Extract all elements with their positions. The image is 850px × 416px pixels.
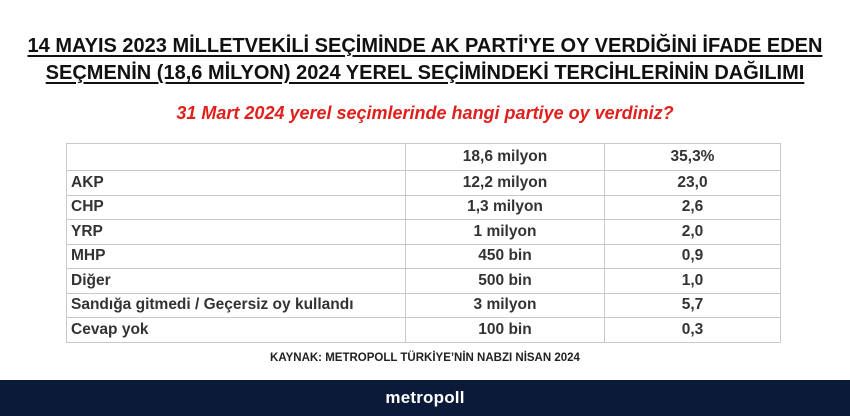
header-cell-voters: 18,6 milyon xyxy=(405,143,605,171)
table-header-row: 18,6 milyon 35,3% xyxy=(66,143,781,171)
chart-title: 14 MAYIS 2023 MİLLETVEKİLİ SEÇİMİNDE AK … xyxy=(0,33,850,87)
table-row: Sandığa gitmedi / Geçersiz oy kullandı 3 … xyxy=(66,292,781,318)
row-percent: 2,6 xyxy=(604,194,781,220)
row-voters: 12,2 milyon xyxy=(405,170,605,196)
row-voters: 450 bin xyxy=(405,243,605,269)
row-percent: 2,0 xyxy=(604,219,781,245)
source-note: KAYNAK: METROPOLL TÜRKİYE’NİN NABZI NİSA… xyxy=(270,352,580,364)
table-row: Diğer 500 bin 1,0 xyxy=(66,268,781,294)
table-row: AKP 12,2 milyon 23,0 xyxy=(66,170,781,196)
row-voters: 1 milyon xyxy=(405,219,605,245)
row-voters: 1,3 milyon xyxy=(405,194,605,220)
row-label: Cevap yok xyxy=(66,317,406,343)
table-row: CHP 1,3 milyon 2,6 xyxy=(66,194,781,220)
results-table: 18,6 milyon 35,3% AKP 12,2 milyon 23,0 CHP 1… xyxy=(66,143,781,343)
row-percent: 5,7 xyxy=(604,292,781,318)
table-row: Cevap yok 100 bin 0,3 xyxy=(66,317,781,343)
header-cell-label xyxy=(66,143,406,171)
row-label: AKP xyxy=(66,170,406,196)
row-percent: 1,0 xyxy=(604,268,781,294)
row-voters: 3 milyon xyxy=(405,292,605,318)
table-row: MHP 450 bin 0,9 xyxy=(66,243,781,269)
row-label: MHP xyxy=(66,243,406,269)
brand-logo: metropoll xyxy=(385,388,465,407)
footer-bar: metropoll xyxy=(0,380,850,416)
row-label: Sandığa gitmedi / Geçersiz oy kullandı xyxy=(66,292,406,318)
chart-title-line-1: 14 MAYIS 2023 MİLLETVEKİLİ SEÇİMİNDE AK … xyxy=(27,35,823,57)
row-percent: 0,9 xyxy=(604,243,781,269)
row-label: CHP xyxy=(66,194,406,220)
row-label: YRP xyxy=(66,219,406,245)
row-label: Diğer xyxy=(66,268,406,294)
chart-title-line-2: SEÇMENİN (18,6 MİLYON) 2024 YEREL SEÇİMİ… xyxy=(45,62,805,84)
row-percent: 23,0 xyxy=(604,170,781,196)
header-cell-percent: 35,3% xyxy=(604,143,781,171)
table-row: YRP 1 milyon 2,0 xyxy=(66,219,781,245)
row-percent: 0,3 xyxy=(604,317,781,343)
row-voters: 100 bin xyxy=(405,317,605,343)
survey-question: 31 Mart 2024 yerel seçimlerinde hangi pa… xyxy=(176,103,674,123)
row-voters: 500 bin xyxy=(405,268,605,294)
results-table-body: 18,6 milyon 35,3% AKP 12,2 milyon 23,0 CHP 1… xyxy=(66,143,781,343)
